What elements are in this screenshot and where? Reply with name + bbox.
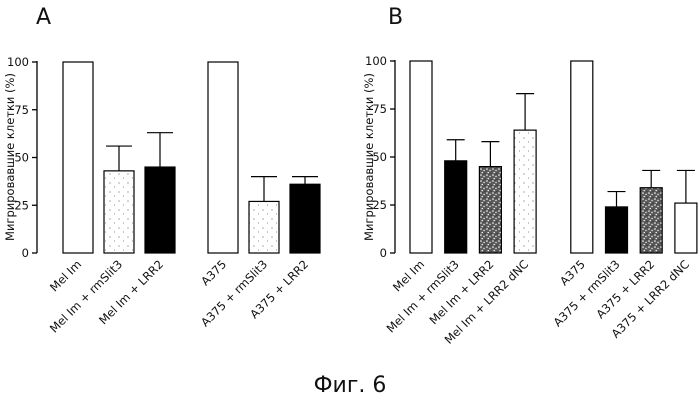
panel-a-chart: A Мигрировавшие клетки (%) 0255075100 Me…	[3, 5, 320, 335]
panel-b-chart: B Мигрировавшие клетки (%) 0255075100 Me…	[362, 5, 697, 347]
bar-a375-lrr2	[290, 184, 320, 253]
panel-b-y-tick-label: 75	[372, 102, 387, 116]
bar-a375	[571, 61, 593, 253]
panel-a-y-tick-label: 50	[14, 151, 29, 165]
panel-b-letter: B	[388, 5, 403, 30]
bar-a375-rmslit3	[606, 207, 628, 253]
panel-a-category-labels: Mel ImMel Im + rmSlit3Mel Im + LRR2A375A…	[47, 257, 311, 335]
panel-b-y-tick-label: 25	[372, 198, 387, 212]
bar-mel-im-lrr2	[145, 167, 175, 253]
panel-b-y-tick-label: 100	[365, 54, 387, 68]
panel-b-category-labels: Mel ImMel Im + rmSlit3Mel Im + LRR2Mel I…	[384, 257, 692, 347]
bar-mel-im-rmslit3	[445, 161, 467, 253]
bar-mel-im	[410, 61, 432, 253]
panel-a-bars	[63, 62, 320, 253]
bar-mel-im	[63, 62, 93, 253]
category-label: A375	[198, 257, 229, 288]
bar-mel-im-lrr2-dnc	[514, 130, 536, 253]
bar-mel-im-rmslit3	[104, 171, 134, 253]
category-label: Mel Im	[47, 257, 84, 294]
bar-a375	[208, 62, 238, 253]
panel-a-y-tick-label: 100	[7, 55, 29, 69]
bar-mel-im-lrr2	[479, 167, 501, 253]
panel-b-y-tick-label: 50	[372, 150, 387, 164]
panel-b-y-tick-label: 0	[380, 246, 387, 260]
panel-a-y-tick-label: 75	[14, 103, 29, 117]
category-label: A375	[557, 257, 588, 288]
bar-a375-lrr2	[640, 188, 662, 253]
figure-caption: Фиг. 6	[314, 373, 387, 398]
panel-a-y-tick-label: 0	[22, 246, 29, 260]
panel-b-bars	[410, 61, 697, 253]
bar-a375-lrr2-dnc	[675, 203, 697, 253]
bar-a375-rmslit3	[249, 201, 279, 253]
category-label: Mel Im + rmSlit3	[47, 257, 125, 335]
panel-a-letter: A	[36, 5, 51, 30]
panel-a-y-tick-label: 25	[14, 198, 29, 212]
